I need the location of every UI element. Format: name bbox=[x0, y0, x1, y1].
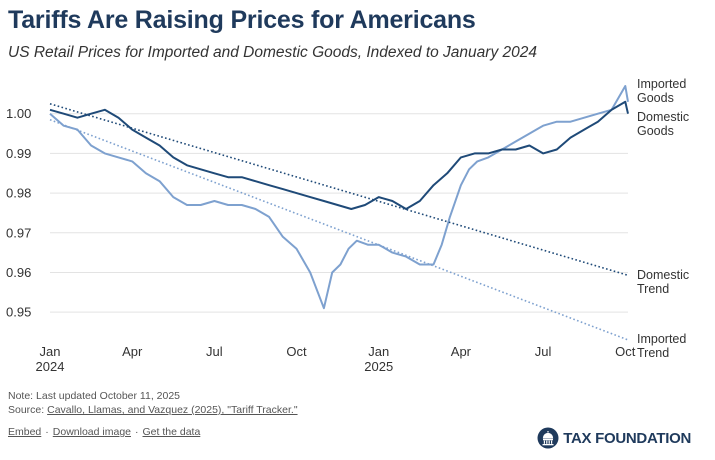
capitol-dome-icon bbox=[537, 427, 559, 449]
download-image-link[interactable]: Download image bbox=[52, 426, 131, 438]
separator: · bbox=[45, 426, 49, 438]
x-tick-label: Apr bbox=[451, 344, 472, 359]
y-tick-label: 0.97 bbox=[6, 225, 31, 240]
domestic-goods-line bbox=[49, 100, 629, 210]
series-lines bbox=[49, 85, 629, 341]
domestic-goods-label: Goods bbox=[637, 124, 674, 138]
y-tick-label: 1.00 bbox=[6, 106, 31, 121]
chart-title: Tariffs Are Raising Prices for Americans bbox=[8, 6, 476, 34]
series-labels: ImportedGoodsDomesticGoodsDomesticTrendI… bbox=[637, 77, 689, 360]
y-axis-tick-labels: 0.95 0.96 0.97 0.98 0.99 1.00 bbox=[6, 106, 31, 319]
tax-foundation-logo[interactable]: TAX FOUNDATION bbox=[537, 427, 691, 449]
logo-text: TAX FOUNDATION bbox=[563, 429, 691, 447]
imported-goods-line bbox=[49, 85, 629, 310]
get-data-link[interactable]: Get the data bbox=[142, 426, 201, 438]
y-tick-label: 0.98 bbox=[6, 186, 31, 201]
imported-trend-line bbox=[49, 118, 629, 341]
x-tick-label: Oct bbox=[286, 344, 307, 359]
imported-goods-label: Imported bbox=[637, 77, 686, 91]
y-tick-label: 0.99 bbox=[6, 146, 31, 161]
y-tick-label: 0.96 bbox=[6, 265, 31, 280]
x-tick-label: Jan bbox=[40, 344, 61, 359]
footer-links: Embed · Download image · Get the data bbox=[8, 426, 200, 438]
x-tick-label: Jul bbox=[535, 344, 552, 359]
x-tick-label: Jan bbox=[368, 344, 389, 359]
source-link[interactable]: Cavallo, Llamas, and Vazquez (2025), "Ta… bbox=[47, 404, 298, 416]
x-tick-label: Jul bbox=[206, 344, 223, 359]
domestic-trend-label: Trend bbox=[637, 282, 669, 296]
chart-subtitle: US Retail Prices for Imported and Domest… bbox=[8, 44, 537, 61]
y-tick-label: 0.95 bbox=[6, 305, 31, 320]
imported-trend-label: Imported bbox=[637, 332, 686, 346]
domestic-trend-line bbox=[49, 103, 629, 277]
source-text: Source: Cavallo, Llamas, and Vazquez (20… bbox=[8, 404, 298, 416]
x-tick-sublabel: 2025 bbox=[364, 359, 393, 374]
x-tick-label: Apr bbox=[122, 344, 143, 359]
imported-trend-label: Trend bbox=[637, 346, 669, 360]
domestic-goods-label: Domestic bbox=[637, 110, 689, 124]
grid-lines bbox=[50, 113, 628, 313]
note-text: Note: Last updated October 11, 2025 bbox=[8, 390, 181, 402]
x-tick-label: Oct bbox=[615, 344, 636, 359]
domestic-trend-label: Domestic bbox=[637, 268, 689, 282]
source-prefix: Source: bbox=[8, 404, 48, 416]
separator: · bbox=[135, 426, 139, 438]
imported-goods-label: Goods bbox=[637, 91, 674, 105]
embed-link[interactable]: Embed bbox=[8, 426, 42, 438]
x-tick-sublabel: 2024 bbox=[36, 359, 65, 374]
